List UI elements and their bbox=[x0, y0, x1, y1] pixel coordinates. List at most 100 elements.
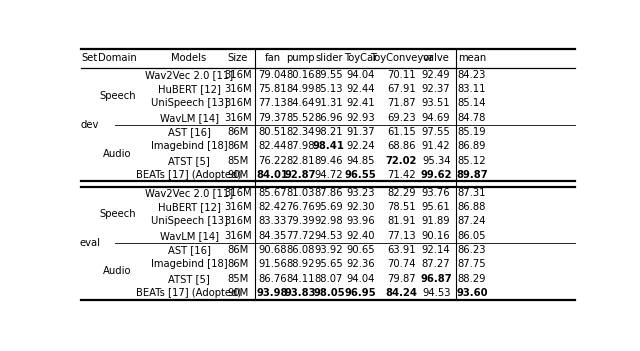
Text: 91.37: 91.37 bbox=[346, 127, 375, 137]
Text: 85M: 85M bbox=[227, 156, 248, 166]
Text: UniSpeech [13]: UniSpeech [13] bbox=[150, 216, 228, 226]
Text: 77.72: 77.72 bbox=[286, 231, 315, 240]
Text: pump: pump bbox=[287, 53, 315, 63]
Text: 84.23: 84.23 bbox=[458, 70, 486, 80]
Text: 316M: 316M bbox=[224, 84, 252, 94]
Text: 81.03: 81.03 bbox=[287, 187, 315, 198]
Text: ToyConveyor: ToyConveyor bbox=[370, 53, 433, 63]
Text: 86.23: 86.23 bbox=[458, 245, 486, 255]
Text: AST [16]: AST [16] bbox=[168, 127, 211, 137]
Text: 85.14: 85.14 bbox=[458, 98, 486, 108]
Text: 95.65: 95.65 bbox=[315, 259, 344, 269]
Text: 81.91: 81.91 bbox=[387, 216, 416, 226]
Text: 84.01: 84.01 bbox=[257, 170, 289, 180]
Text: 86M: 86M bbox=[227, 141, 248, 151]
Text: 98.05: 98.05 bbox=[313, 288, 345, 298]
Text: 88.92: 88.92 bbox=[287, 259, 315, 269]
Text: 92.98: 92.98 bbox=[315, 216, 343, 226]
Text: 93.98: 93.98 bbox=[257, 288, 288, 298]
Text: 85.19: 85.19 bbox=[458, 127, 486, 137]
Text: 90.68: 90.68 bbox=[258, 245, 287, 255]
Text: dev: dev bbox=[81, 120, 99, 130]
Text: 95.61: 95.61 bbox=[422, 202, 451, 212]
Text: 94.53: 94.53 bbox=[315, 231, 343, 240]
Text: 82.34: 82.34 bbox=[287, 127, 315, 137]
Text: WavLM [14]: WavLM [14] bbox=[159, 231, 219, 240]
Text: 90.65: 90.65 bbox=[346, 245, 375, 255]
Text: UniSpeech [13]: UniSpeech [13] bbox=[150, 98, 228, 108]
Text: 99.62: 99.62 bbox=[420, 170, 452, 180]
Text: Set: Set bbox=[82, 53, 98, 63]
Text: 84.99: 84.99 bbox=[287, 84, 315, 94]
Text: 316M: 316M bbox=[224, 187, 252, 198]
Text: slider: slider bbox=[315, 53, 343, 63]
Text: 98.21: 98.21 bbox=[315, 127, 343, 137]
Text: 79.04: 79.04 bbox=[258, 70, 287, 80]
Text: 93.23: 93.23 bbox=[346, 187, 375, 198]
Text: 94.69: 94.69 bbox=[422, 113, 451, 123]
Text: WavLM [14]: WavLM [14] bbox=[159, 113, 219, 123]
Text: 76.76: 76.76 bbox=[286, 202, 315, 212]
Text: 91.56: 91.56 bbox=[258, 259, 287, 269]
Text: ATST [5]: ATST [5] bbox=[168, 274, 210, 284]
Text: 85.67: 85.67 bbox=[258, 187, 287, 198]
Text: 92.14: 92.14 bbox=[422, 245, 451, 255]
Text: 70.74: 70.74 bbox=[387, 259, 415, 269]
Text: 92.87: 92.87 bbox=[285, 170, 316, 180]
Text: 86.08: 86.08 bbox=[287, 245, 315, 255]
Text: 316M: 316M bbox=[224, 98, 252, 108]
Text: 71.87: 71.87 bbox=[387, 98, 416, 108]
Text: 316M: 316M bbox=[224, 113, 252, 123]
Text: 92.93: 92.93 bbox=[346, 113, 375, 123]
Text: 316M: 316M bbox=[224, 231, 252, 240]
Text: HuBERT [12]: HuBERT [12] bbox=[157, 84, 221, 94]
Text: 68.86: 68.86 bbox=[387, 141, 415, 151]
Text: 94.72: 94.72 bbox=[315, 170, 343, 180]
Text: 61.15: 61.15 bbox=[387, 127, 416, 137]
Text: 86.89: 86.89 bbox=[458, 141, 486, 151]
Text: 76.22: 76.22 bbox=[258, 156, 287, 166]
Text: 85.52: 85.52 bbox=[287, 113, 315, 123]
Text: fan: fan bbox=[264, 53, 280, 63]
Text: 82.81: 82.81 bbox=[287, 156, 315, 166]
Text: 87.75: 87.75 bbox=[458, 259, 486, 269]
Text: 87.27: 87.27 bbox=[422, 259, 451, 269]
Text: 84.78: 84.78 bbox=[458, 113, 486, 123]
Text: 87.86: 87.86 bbox=[315, 187, 343, 198]
Text: 84.35: 84.35 bbox=[259, 231, 287, 240]
Text: 86M: 86M bbox=[227, 259, 248, 269]
Text: 89.87: 89.87 bbox=[456, 170, 488, 180]
Text: 88.07: 88.07 bbox=[315, 274, 343, 284]
Text: 96.95: 96.95 bbox=[345, 288, 376, 298]
Text: 94.53: 94.53 bbox=[422, 288, 451, 298]
Text: 316M: 316M bbox=[224, 70, 252, 80]
Text: 83.33: 83.33 bbox=[259, 216, 287, 226]
Text: 91.31: 91.31 bbox=[315, 98, 343, 108]
Text: 89.55: 89.55 bbox=[315, 70, 343, 80]
Text: 96.87: 96.87 bbox=[420, 274, 452, 284]
Text: 92.41: 92.41 bbox=[346, 98, 375, 108]
Text: 94.04: 94.04 bbox=[346, 70, 375, 80]
Text: 88.29: 88.29 bbox=[458, 274, 486, 284]
Text: 96.55: 96.55 bbox=[345, 170, 376, 180]
Text: 91.42: 91.42 bbox=[422, 141, 451, 151]
Text: 93.60: 93.60 bbox=[456, 288, 488, 298]
Text: 93.96: 93.96 bbox=[346, 216, 375, 226]
Text: 67.91: 67.91 bbox=[387, 84, 416, 94]
Text: 95.69: 95.69 bbox=[315, 202, 344, 212]
Text: 95.34: 95.34 bbox=[422, 156, 451, 166]
Text: Imagebind [18]: Imagebind [18] bbox=[151, 141, 227, 151]
Text: 98.41: 98.41 bbox=[313, 141, 345, 151]
Text: Models: Models bbox=[172, 53, 207, 63]
Text: 92.44: 92.44 bbox=[346, 84, 375, 94]
Text: 82.42: 82.42 bbox=[258, 202, 287, 212]
Text: ToyCar: ToyCar bbox=[344, 53, 378, 63]
Text: Audio: Audio bbox=[103, 266, 131, 277]
Text: 86.76: 86.76 bbox=[258, 274, 287, 284]
Text: 86.88: 86.88 bbox=[458, 202, 486, 212]
Text: 85M: 85M bbox=[227, 274, 248, 284]
Text: Wav2Vec 2.0 [11]: Wav2Vec 2.0 [11] bbox=[145, 187, 233, 198]
Text: Speech: Speech bbox=[99, 91, 136, 101]
Text: 80.16: 80.16 bbox=[287, 70, 315, 80]
Text: ATST [5]: ATST [5] bbox=[168, 156, 210, 166]
